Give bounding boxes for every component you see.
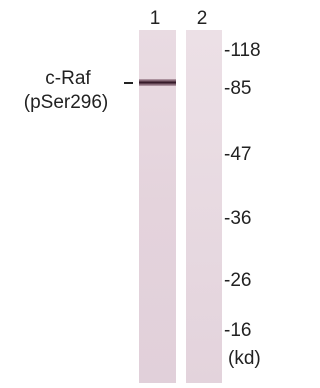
lane-label: 2 bbox=[197, 8, 208, 29]
marker-label: -85 bbox=[224, 78, 251, 99]
marker-labels: -118 -85 -47 -36 -26 -16 bbox=[224, 40, 261, 341]
lane-2 bbox=[186, 30, 222, 383]
band bbox=[139, 79, 176, 86]
lane-label: 1 bbox=[150, 8, 161, 29]
marker-label: -26 bbox=[224, 270, 251, 291]
marker-label: -36 bbox=[224, 208, 251, 229]
protein-name: c-Raf bbox=[45, 68, 91, 89]
blot-image: 1 2 c-Raf (pSer296) -118-85-47-36-26-16 … bbox=[0, 0, 280, 383]
marker-label: -118 bbox=[224, 40, 261, 61]
unit-label: (kd) bbox=[228, 348, 261, 369]
marker-label: -16 bbox=[224, 320, 251, 341]
page: 1 2 c-Raf (pSer296) -118-85-47-36-26-16 … bbox=[0, 0, 280, 383]
protein-modification: (pSer296) bbox=[24, 92, 109, 113]
marker-label: -47 bbox=[224, 144, 251, 165]
